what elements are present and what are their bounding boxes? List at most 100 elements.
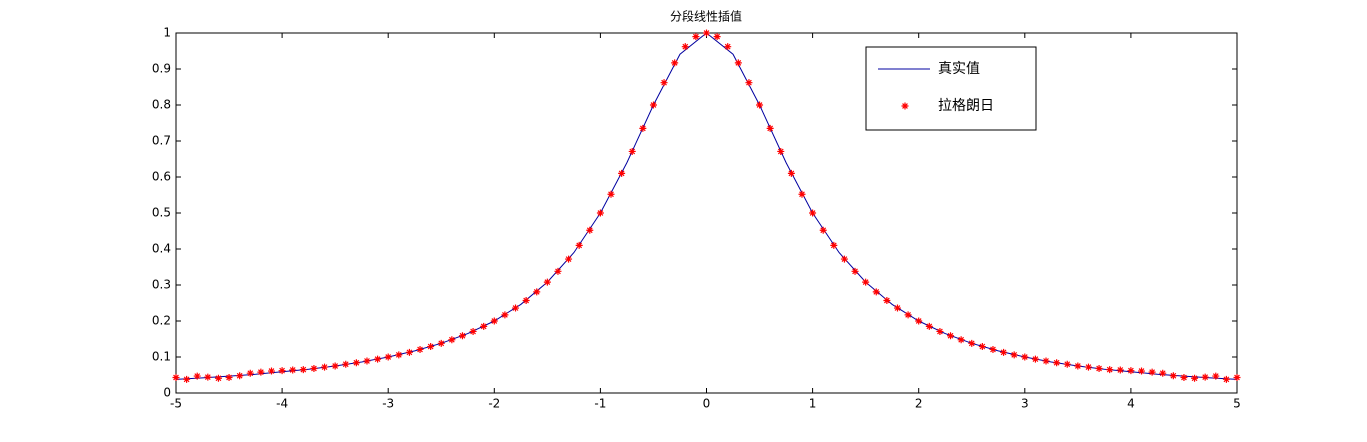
marker: [1084, 363, 1092, 371]
marker: [1010, 351, 1018, 359]
marker: [342, 360, 350, 368]
marker: [501, 311, 509, 319]
marker: [1191, 374, 1199, 382]
marker: [851, 267, 859, 275]
legend-box: [865, 46, 1037, 131]
marker: [427, 343, 435, 351]
marker: [745, 79, 753, 87]
marker: [1000, 348, 1008, 356]
marker: [543, 278, 551, 286]
x-tick-label: 5: [1233, 397, 1241, 411]
plot-frame: [175, 32, 1238, 394]
y-tick-label: 0: [163, 386, 171, 400]
y-tick-label: 0.1: [152, 350, 171, 364]
x-tick-label: 2: [915, 397, 923, 411]
marker: [1127, 367, 1135, 375]
marker: [321, 363, 329, 371]
marker: [607, 190, 615, 198]
marker: [586, 226, 594, 234]
marker: [925, 322, 933, 330]
marker: [405, 348, 413, 356]
x-tick-label: -5: [170, 397, 182, 411]
marker: [214, 374, 222, 382]
marker: [1116, 366, 1124, 374]
marker: [469, 327, 477, 335]
y-tick-label: 0.2: [152, 314, 171, 328]
marker: [681, 43, 689, 51]
marker: [267, 367, 275, 375]
marker: [1233, 374, 1241, 382]
marker: [448, 336, 456, 344]
marker: [490, 317, 498, 325]
marker: [1031, 355, 1039, 363]
marker: [225, 374, 233, 382]
y-tick-label: 0.3: [152, 278, 171, 292]
marker: [819, 226, 827, 234]
marker: [193, 372, 201, 380]
marker: [1169, 372, 1177, 380]
x-tick-label: -2: [488, 397, 500, 411]
marker: [363, 357, 371, 365]
marker: [978, 343, 986, 351]
marker: [713, 33, 721, 41]
marker: [968, 339, 976, 347]
marker: [1148, 368, 1156, 376]
marker: [649, 101, 657, 109]
marker: [989, 345, 997, 353]
marker: [172, 374, 180, 382]
marker: [352, 359, 360, 367]
marker: [734, 59, 742, 67]
marker: [1053, 359, 1061, 367]
marker: [872, 288, 880, 296]
marker: [257, 368, 265, 376]
marker: [947, 332, 955, 340]
marker: [1222, 375, 1230, 383]
marker: [512, 304, 520, 312]
x-tick-label: 3: [1021, 397, 1029, 411]
marker: [703, 29, 710, 37]
marker: [671, 59, 679, 67]
legend-marker: [901, 102, 909, 110]
marker: [183, 375, 191, 383]
y-tick-label: 0.5: [152, 206, 171, 220]
marker: [533, 288, 541, 296]
marker: [936, 327, 944, 335]
x-tick-label: -1: [594, 397, 606, 411]
marker: [1212, 372, 1220, 380]
marker: [830, 241, 838, 249]
marker: [1201, 373, 1209, 381]
marker: [915, 317, 923, 325]
marker: [904, 311, 912, 319]
marker: [660, 79, 668, 87]
marker: [724, 43, 732, 51]
marker: [246, 369, 254, 377]
marker: [809, 209, 817, 217]
marker: [1095, 365, 1103, 373]
marker: [756, 101, 764, 109]
marker: [1042, 357, 1050, 365]
marker: [395, 351, 403, 359]
legend-label: 拉格朗日: [938, 98, 994, 114]
x-tick-label: -3: [382, 397, 394, 411]
marker: [310, 365, 318, 373]
x-tick-label: -4: [276, 397, 288, 411]
marker: [618, 169, 626, 177]
marker: [1180, 374, 1188, 382]
marker: [777, 147, 785, 155]
marker: [628, 147, 636, 155]
marker: [289, 366, 297, 374]
legend-label: 真实值: [938, 61, 980, 77]
marker: [480, 322, 488, 330]
marker: [596, 209, 604, 217]
y-tick-label: 0.8: [152, 98, 171, 112]
marker: [957, 336, 965, 344]
y-tick-label: 0.7: [152, 134, 171, 148]
marker: [862, 278, 870, 286]
marker: [883, 296, 891, 304]
y-tick-label: 0.4: [152, 242, 171, 256]
marker: [1063, 360, 1071, 368]
marker: [331, 362, 339, 370]
x-tick-label: 1: [809, 397, 817, 411]
marker: [575, 241, 583, 249]
marker: [766, 124, 774, 132]
